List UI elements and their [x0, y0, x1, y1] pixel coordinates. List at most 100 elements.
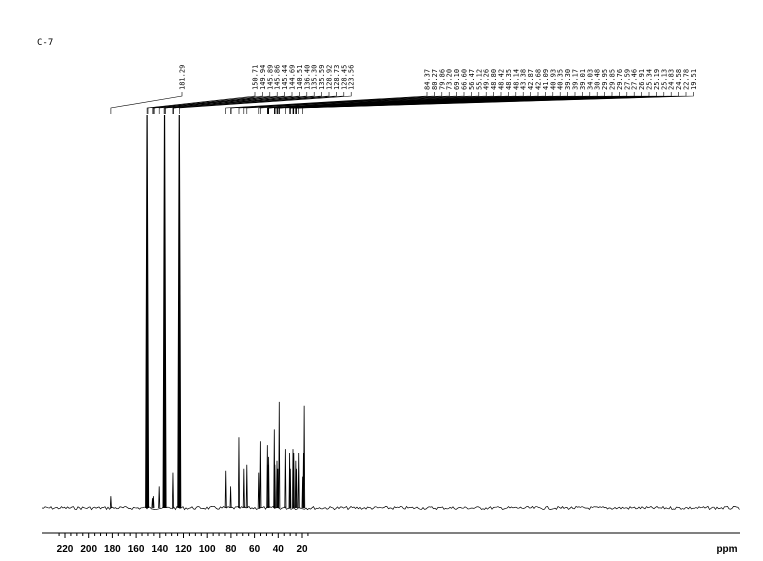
peak-connector: [230, 92, 443, 114]
x-tick-label: 100: [199, 544, 216, 555]
peak-12: [245, 464, 248, 509]
peak-label: 135.59: [318, 65, 326, 90]
peak-connector: [238, 92, 450, 114]
peak-label: 149.94: [259, 65, 267, 90]
x-axis-label: ppm: [716, 544, 737, 555]
peak-label: 128.92: [326, 65, 334, 90]
peak-4: [158, 486, 161, 509]
peak-7: [177, 114, 182, 509]
peak-label: 42.68: [535, 69, 543, 90]
peak-1: [145, 114, 150, 509]
peak-label: 29.76: [616, 69, 624, 90]
peak-label: 84.37: [424, 69, 432, 90]
peak-label: 26.91: [638, 69, 646, 90]
sample-label: C-7: [37, 38, 54, 48]
peak-3: [152, 496, 155, 509]
peak-label: 128.45: [340, 65, 348, 90]
peak-21: [276, 468, 279, 509]
peak-27: [292, 452, 295, 509]
peak-connector: [268, 92, 517, 114]
peak-label: 19.51: [690, 69, 698, 90]
x-tick-label: 80: [225, 544, 237, 555]
peak-8: [224, 470, 227, 509]
peak-label: 22.78: [683, 69, 691, 90]
peak-label: 69.10: [453, 69, 461, 90]
peak-connector: [163, 92, 308, 114]
x-tick-label: 40: [273, 544, 285, 555]
peak-connector: [246, 92, 465, 114]
peak-connector: [179, 92, 352, 114]
peak-label: 136.40: [303, 65, 311, 90]
peak-17: [267, 456, 270, 509]
peak-connector: [146, 92, 256, 114]
peak-label: 43.38: [520, 69, 528, 90]
peak-connector: [153, 92, 285, 114]
peak-connector: [158, 92, 300, 114]
peak-connector: [260, 92, 480, 114]
peak-5: [162, 114, 167, 509]
peak-19: [273, 464, 276, 509]
peak-13: [257, 472, 260, 509]
peak-0: [109, 496, 112, 509]
peak-label: 25.34: [646, 69, 654, 90]
peak-10: [237, 437, 240, 509]
peak-label: 30.48: [594, 69, 602, 90]
x-tick-label: 180: [104, 544, 121, 555]
x-tick-label: 220: [57, 544, 74, 555]
spectrum-trace-group: [41, 114, 740, 511]
peak-label: 181.29: [179, 65, 187, 90]
peak-label: 29.95: [601, 69, 609, 90]
peak-label: 49.26: [483, 69, 491, 90]
peak-label: 40.93: [549, 69, 557, 90]
peak-label: 56.47: [468, 69, 476, 90]
peak-connector: [173, 92, 345, 114]
peak-connector: [164, 92, 322, 114]
peak-label: 128.73: [333, 65, 341, 90]
peak-label: 145.86: [274, 65, 282, 90]
peak-connector: [152, 92, 278, 114]
baseline-trace: [41, 505, 740, 511]
peak-connector: [153, 92, 293, 114]
peak-label: 145.89: [266, 65, 274, 90]
peak-29: [295, 468, 298, 509]
peak-label: 27.59: [623, 69, 631, 90]
x-tick-label: 120: [175, 544, 192, 555]
x-tick-label: 20: [296, 544, 308, 555]
peak-6: [171, 472, 174, 509]
peak-label: 123.56: [348, 65, 356, 90]
peak-label: 48.35: [505, 69, 513, 90]
peak-label: 34.03: [586, 69, 594, 90]
peak-label: 27.46: [631, 69, 639, 90]
peak-11: [242, 468, 245, 509]
peak-label: 145.44: [281, 65, 289, 90]
peak-label: 39.30: [564, 69, 572, 90]
peak-connector: [225, 92, 428, 114]
peak-label: 40.35: [557, 69, 565, 90]
peak-label: 140.51: [296, 65, 304, 90]
peak-label: 150.71: [252, 65, 260, 90]
peak-label: 48.14: [512, 69, 520, 90]
peak-connector: [110, 92, 183, 114]
peak-label: 25.19: [653, 69, 661, 90]
peak-label: 24.83: [668, 69, 676, 90]
peak-9: [229, 486, 232, 509]
x-tick-label: 140: [151, 544, 168, 555]
peak-30: [297, 452, 300, 509]
peak-23: [284, 449, 287, 509]
peak-label: 55.12: [475, 69, 483, 90]
peak-label: 42.87: [527, 69, 535, 90]
peak-label: 73.20: [446, 69, 454, 90]
peak-14: [259, 441, 262, 509]
peak-label: 48.80: [490, 69, 498, 90]
peak-label-group: 181.29 150.71 149.94 145.89 145.86 145.44 144.…: [179, 65, 698, 90]
peak-label: 25.13: [660, 69, 668, 90]
peak-connector: [147, 92, 263, 114]
peak-connector: [302, 92, 694, 114]
peak-33: [303, 405, 306, 509]
peak-label: 79.86: [438, 69, 446, 90]
peak-label: 48.42: [498, 69, 506, 90]
x-tick-label: 160: [128, 544, 145, 555]
peak-22: [278, 401, 281, 509]
x-axis: 220 200 180 160 140 120 100 80 60 40 20 ppm: [42, 532, 740, 555]
